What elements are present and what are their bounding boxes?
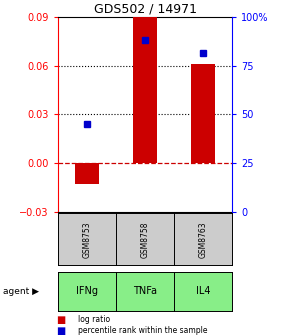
Text: GSM8758: GSM8758	[140, 221, 150, 258]
Text: IL4: IL4	[196, 287, 210, 296]
Text: TNFa: TNFa	[133, 287, 157, 296]
Text: percentile rank within the sample: percentile rank within the sample	[78, 327, 208, 335]
Bar	[133, 15, 157, 163]
Text: ■: ■	[56, 315, 66, 325]
Title: GDS502 / 14971: GDS502 / 14971	[93, 3, 197, 16]
Text: log ratio: log ratio	[78, 316, 110, 324]
Bar	[75, 163, 99, 184]
Text: IFNg: IFNg	[76, 287, 98, 296]
Text: GSM8753: GSM8753	[82, 221, 92, 258]
Text: agent ▶: agent ▶	[3, 287, 39, 296]
Bar	[191, 64, 215, 163]
Text: ■: ■	[56, 326, 66, 336]
Text: GSM8763: GSM8763	[198, 221, 208, 258]
